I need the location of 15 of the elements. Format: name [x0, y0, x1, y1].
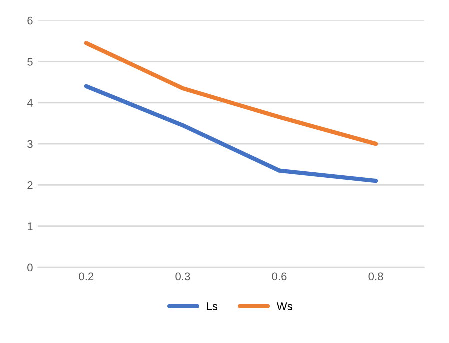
y-tick-label: 4 [27, 99, 33, 107]
x-tick-label: 0.8 [368, 272, 384, 281]
y-tick-label: 1 [28, 222, 33, 230]
legend-label: Ls [207, 302, 218, 310]
y-tick-label: 2 [28, 181, 33, 190]
y-tick-label: 6 [28, 16, 33, 25]
x-tick-label: 0.6 [272, 272, 287, 281]
line-series [84, 41, 378, 146]
legend-label: Ws [276, 302, 292, 310]
x-tick-label: 0.2 [79, 272, 94, 281]
y-tick-label: 5 [28, 58, 33, 66]
line-series [84, 84, 378, 184]
y-tick-label: 0 [28, 264, 33, 272]
x-tick-label: 0.3 [176, 272, 190, 281]
y-tick-label: 3 [28, 140, 33, 148]
